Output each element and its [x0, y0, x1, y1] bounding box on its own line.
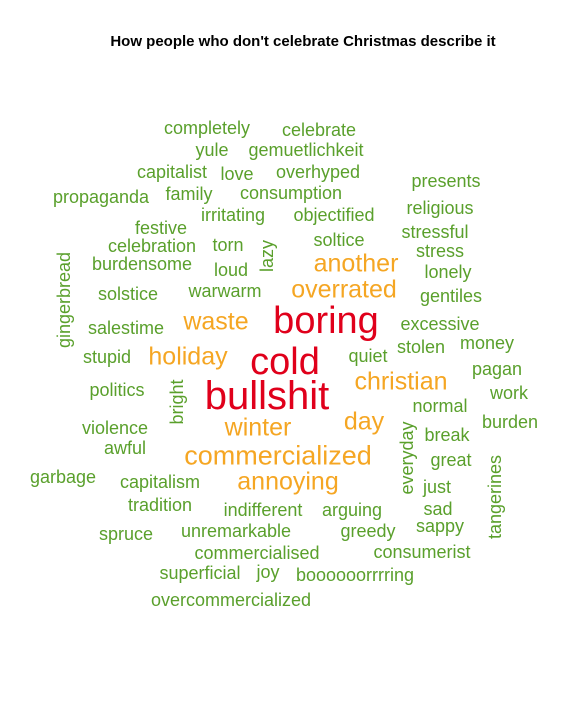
- word-commercialized: commercialized: [184, 440, 372, 471]
- word-completely: completely: [163, 118, 251, 138]
- word-politics: politics: [89, 380, 145, 400]
- word-gentiles: gentiles: [419, 286, 483, 306]
- word-consumerist: consumerist: [373, 542, 471, 562]
- word-lonely: lonely: [424, 262, 472, 282]
- word-festive: festive: [134, 218, 188, 238]
- word-objectified: objectified: [293, 205, 375, 225]
- word-boring: boring: [273, 300, 379, 342]
- word-tangerines: tangerines: [485, 454, 505, 540]
- word-indifferent: indifferent: [223, 500, 303, 520]
- word-day: day: [343, 407, 385, 436]
- word-loud: loud: [213, 260, 249, 280]
- word-warwarm: warwarm: [188, 281, 262, 301]
- word-boooooorrrring: boooooorrrring: [295, 565, 415, 585]
- word-presents: presents: [411, 171, 481, 191]
- word-overrated: overrated: [291, 275, 397, 304]
- word-family: family: [165, 184, 213, 204]
- word-bright: bright: [167, 379, 187, 425]
- word-torn: torn: [212, 235, 244, 255]
- word-capitalist: capitalist: [136, 162, 208, 182]
- word-bullshit: bullshit: [204, 374, 330, 418]
- word-waste: waste: [183, 307, 249, 336]
- word-celebrate: celebrate: [281, 120, 357, 140]
- word-money: money: [459, 333, 515, 353]
- word-salestime: salestime: [87, 318, 165, 338]
- word-holiday: holiday: [148, 342, 228, 371]
- word-just: just: [422, 477, 452, 497]
- word-burdensome: burdensome: [91, 254, 193, 274]
- word-commercialised: commercialised: [194, 543, 320, 563]
- word-stressful: stressful: [401, 222, 469, 242]
- word-excessive: excessive: [400, 314, 480, 334]
- word-stolen: stolen: [396, 337, 446, 357]
- word-sad: sad: [423, 499, 453, 519]
- word-quiet: quiet: [348, 346, 388, 366]
- word-normal: normal: [412, 396, 468, 416]
- word-propaganda: propaganda: [52, 187, 150, 207]
- word-solstice: solstice: [97, 284, 159, 304]
- word-gemuetlichkeit: gemuetlichkeit: [248, 140, 364, 160]
- word-soltice: soltice: [313, 230, 365, 250]
- word-violence: violence: [81, 418, 149, 438]
- word-christian: christian: [354, 367, 448, 396]
- word-great: great: [430, 450, 472, 470]
- word-burden: burden: [481, 412, 539, 432]
- word-garbage: garbage: [29, 467, 97, 487]
- word-irritating: irritating: [200, 205, 266, 225]
- word-sappy: sappy: [415, 516, 465, 536]
- word-work: work: [489, 383, 529, 403]
- word-love: love: [220, 164, 254, 184]
- word-annoying: annoying: [237, 467, 339, 496]
- word-greedy: greedy: [340, 521, 396, 541]
- word-cold: cold: [250, 341, 320, 383]
- word-gingerbread: gingerbread: [54, 251, 74, 349]
- word-pagan: pagan: [471, 359, 523, 379]
- word-another: another: [313, 249, 399, 278]
- word-awful: awful: [103, 438, 147, 458]
- word-capitalism: capitalism: [119, 472, 201, 492]
- word-consumption: consumption: [239, 183, 343, 203]
- word-yule: yule: [195, 140, 229, 160]
- word-tradition: tradition: [127, 495, 193, 515]
- word-everyday: everyday: [397, 421, 417, 495]
- word-arguing: arguing: [321, 500, 383, 520]
- word-lazy: lazy: [257, 239, 277, 273]
- word-overcommercialized: overcommercialized: [150, 590, 312, 610]
- chart-title: How people who don't celebrate Christmas…: [110, 33, 496, 50]
- word-celebration: celebration: [107, 236, 197, 256]
- word-superficial: superficial: [159, 563, 241, 583]
- word-overhyped: overhyped: [275, 162, 361, 182]
- word-spruce: spruce: [98, 524, 154, 544]
- word-unremarkable: unremarkable: [180, 521, 292, 541]
- word-joy: joy: [256, 562, 280, 582]
- word-break: break: [424, 425, 470, 445]
- word-stress: stress: [415, 241, 465, 261]
- word-religious: religious: [406, 198, 474, 218]
- word-stupid: stupid: [82, 347, 132, 367]
- word-winter: winter: [224, 413, 292, 442]
